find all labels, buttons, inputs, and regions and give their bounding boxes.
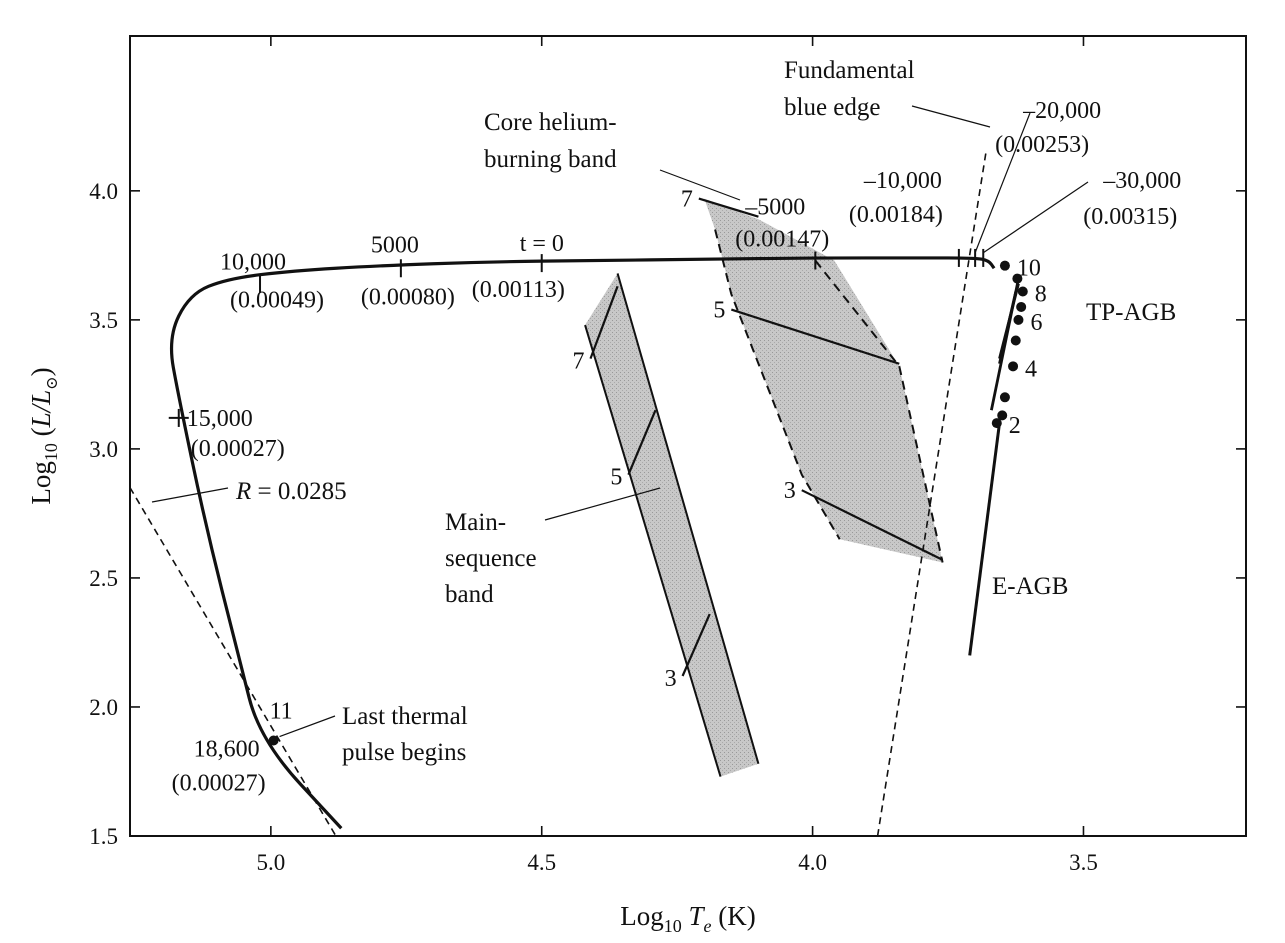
- annotation: Last thermal: [342, 703, 468, 730]
- annotation: Core helium-: [484, 109, 617, 136]
- ch-mass-line: [731, 308, 900, 365]
- pulse-number-label: 10: [1017, 256, 1041, 282]
- ch-band-edge-left: [714, 229, 841, 540]
- y-tick-label: 4.0: [89, 179, 118, 204]
- mass-frac-label: (0.00253): [995, 132, 1089, 158]
- radius-line: [130, 487, 337, 836]
- leader-20000: [974, 112, 1031, 253]
- tp-agb-label: TP-AGB: [1086, 299, 1176, 326]
- ms-mass-label: 7: [572, 349, 584, 375]
- thermal-pulse-dot: [991, 418, 1002, 429]
- pulse-number-label: 6: [1030, 310, 1042, 336]
- x-tick-label: 3.5: [1069, 850, 1098, 875]
- mass-frac-label: (0.00049): [230, 288, 324, 314]
- mass-frac-label: (0.00027): [172, 771, 266, 797]
- time-label: –5000: [744, 195, 805, 221]
- pulse-number-label: 11: [270, 699, 293, 725]
- mass-frac-label: (0.00184): [849, 202, 943, 228]
- ch-mass-line: [698, 197, 759, 218]
- annotation: sequence: [445, 545, 537, 572]
- time-label: –30,000: [1102, 168, 1181, 194]
- plot-frame: [129, 35, 1247, 837]
- pulse-number-label: 8: [1035, 281, 1047, 307]
- mass-frac-label: (0.00027): [191, 436, 285, 462]
- ch-mass-label: 5: [713, 298, 725, 324]
- e-agb-label: E-AGB: [992, 573, 1068, 600]
- thermal-pulse-dot: [999, 260, 1010, 271]
- time-label: 5000: [371, 232, 419, 258]
- mass-frac-label: (0.00147): [735, 227, 829, 253]
- ms-mass-line: [681, 613, 711, 677]
- ms-band-edge-right: [616, 273, 760, 765]
- time-label: t = 0: [520, 231, 564, 257]
- pulse-number-label: 2: [1009, 413, 1021, 439]
- e-agb-line: [968, 422, 1001, 656]
- y-axis-title: Log10 (L/L⊙): [26, 367, 61, 504]
- pulse-number-label: 4: [1025, 356, 1037, 382]
- thermal-pulse-dot: [1016, 301, 1027, 312]
- time-label: 10,000: [220, 250, 286, 276]
- mass-frac-label: (0.00113): [472, 277, 565, 303]
- ms-mass-label: 5: [610, 465, 622, 491]
- blue-edge-line: [876, 151, 987, 836]
- thermal-pulse-dot: [1008, 361, 1019, 372]
- annotation: band: [445, 581, 494, 608]
- main-sequence-band: [585, 273, 759, 777]
- x-tick-label: 4.0: [798, 850, 827, 875]
- ch-band-edge-right: [814, 259, 944, 563]
- thermal-pulse-dot: [1010, 335, 1021, 346]
- last-pulse-marker: [268, 735, 279, 746]
- time-label: –20,000: [1022, 98, 1101, 124]
- core-helium-band: [704, 198, 943, 563]
- x-tick-label: 5.0: [256, 850, 285, 875]
- time-label: 15,000: [187, 406, 253, 432]
- ms-band-edge-left: [584, 324, 722, 777]
- thermal-pulse-dot: [997, 410, 1008, 421]
- thermal-pulse-dot: [1012, 273, 1023, 284]
- mass-frac-label: (0.00080): [361, 284, 455, 310]
- radius-label: R = 0.0285: [235, 478, 347, 505]
- tp-agb-segment: [998, 283, 1020, 359]
- leader-last-pulse: [279, 715, 336, 738]
- y-tick-label: 3.5: [89, 308, 118, 333]
- annotation: Main-: [445, 509, 506, 536]
- leader-radius: [151, 487, 229, 503]
- leader-30000: [982, 181, 1089, 254]
- ch-mass-line: [801, 489, 944, 561]
- annotation: Fundamental: [784, 57, 915, 84]
- annotation: pulse begins: [342, 739, 466, 766]
- ms-mass-line: [627, 409, 657, 476]
- leader-core-helium: [659, 169, 741, 201]
- time-label: 18,600: [194, 737, 260, 763]
- x-tick-label: 4.5: [527, 850, 556, 875]
- annotation: burning band: [484, 146, 617, 173]
- ms-mass-line: [589, 285, 619, 359]
- ch-mass-label: 3: [784, 478, 796, 504]
- annotation: blue edge: [784, 94, 880, 121]
- ch-mass-label: 7: [681, 187, 693, 213]
- y-tick-label: 2.5: [89, 566, 118, 591]
- thermal-pulse-dot: [999, 392, 1010, 403]
- thermal-pulse-dot: [1017, 286, 1028, 297]
- y-tick-label: 1.5: [89, 824, 118, 849]
- x-axis-title: Log10 Te (K): [620, 901, 756, 936]
- mass-frac-label: (0.00315): [1083, 204, 1177, 230]
- leader-main-sequence: [544, 487, 661, 521]
- y-tick-label: 3.0: [89, 437, 118, 462]
- ms-mass-label: 3: [665, 666, 677, 692]
- leader-blue-edge: [911, 105, 991, 128]
- post-agb-track: [169, 256, 996, 830]
- y-tick-label: 2.0: [89, 695, 118, 720]
- thermal-pulse-dot: [1013, 314, 1024, 325]
- time-label: –10,000: [863, 168, 942, 194]
